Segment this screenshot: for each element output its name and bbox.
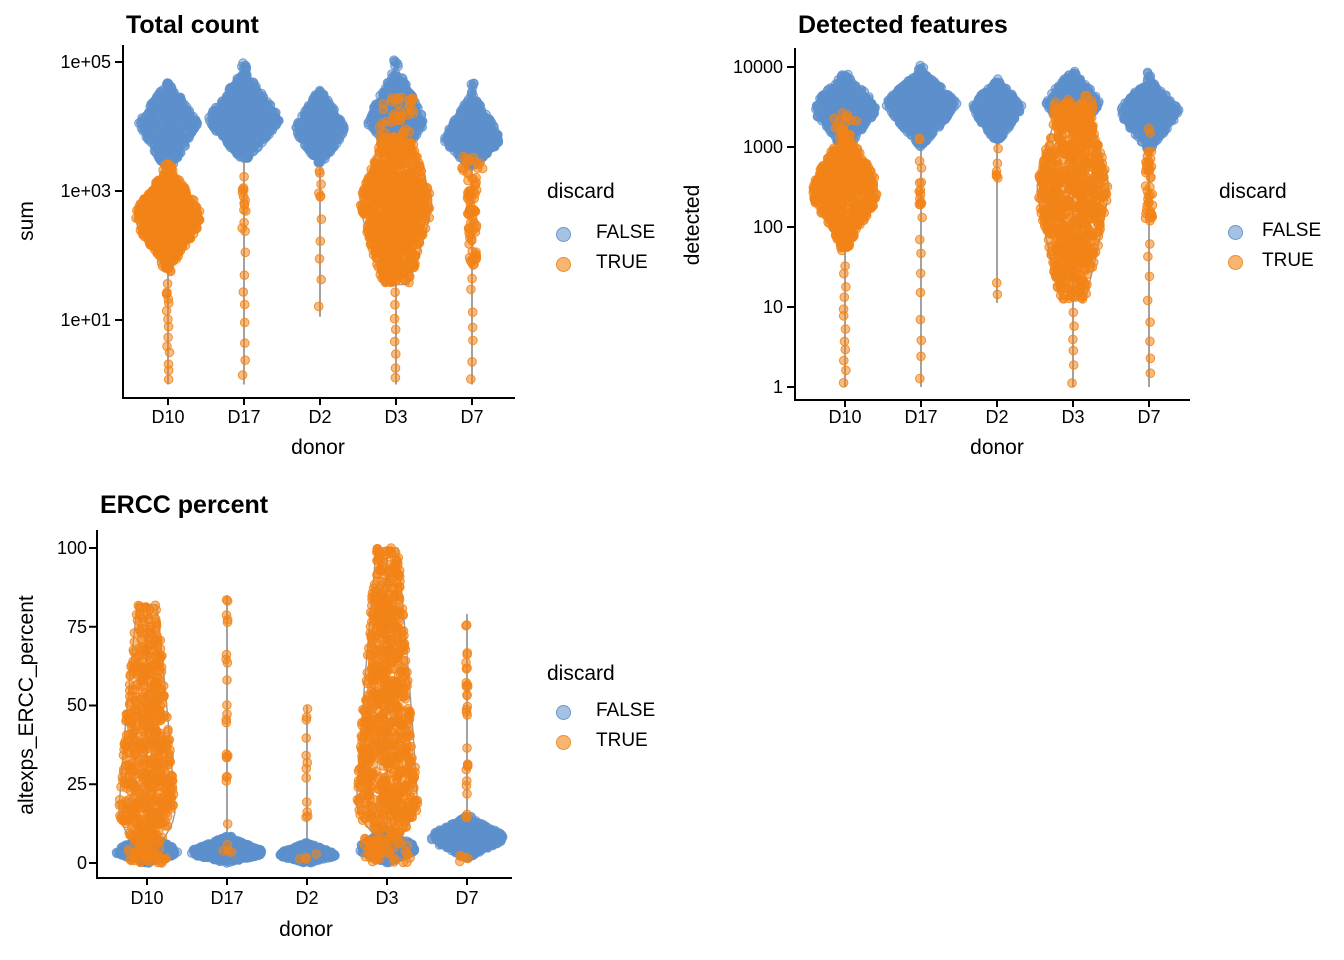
x-tick-label: D2 (985, 407, 1009, 427)
legend-label-false: FALSE (596, 700, 656, 721)
x-tick-label: D10 (151, 407, 185, 427)
x-tick-label: D7 (455, 888, 479, 908)
y-axis-title-detected: detected (681, 184, 704, 266)
y-tick-label: 10 (762, 297, 783, 317)
y-tick-label: 1e+01 (60, 310, 111, 330)
legend-key-true-icon (556, 257, 571, 272)
legend-key-true-icon (556, 735, 571, 750)
legend-key-false-icon (556, 227, 571, 242)
legend-label-false: FALSE (1262, 220, 1322, 241)
x-tick-label: D17 (210, 888, 244, 908)
y-tick-label: 100 (752, 217, 783, 237)
legend-key-false-icon (556, 705, 571, 720)
x-tick-label: D3 (375, 888, 399, 908)
x-tick-label: D3 (1061, 407, 1085, 427)
axes (787, 48, 1190, 407)
x-tick-label: D7 (1137, 407, 1161, 427)
y-tick-label: 1e+05 (60, 52, 111, 72)
legend-label-true: TRUE (596, 252, 648, 273)
legend-title: discard (547, 662, 615, 685)
y-tick-label: 1000 (742, 137, 783, 157)
x-tick-label: D2 (308, 407, 332, 427)
legend-key-false-icon (1228, 225, 1243, 240)
data-points-false (811, 60, 1184, 156)
data-points-true (114, 543, 473, 868)
panel-ercc-percent (89, 530, 512, 885)
y-tick-label: 50 (66, 695, 87, 715)
y-tick-label: 100 (56, 538, 87, 558)
axes (115, 45, 515, 405)
x-tick-label: D2 (295, 888, 319, 908)
y-axis-title-ercc: altexps_ERCC_percent (15, 595, 38, 815)
x-tick-label: D3 (384, 407, 408, 427)
x-axis-title-donor: donor (291, 436, 345, 459)
panel-total-count (115, 45, 515, 405)
legend-label-false: FALSE (596, 222, 656, 243)
y-tick-label: 1 (772, 377, 783, 397)
y-tick-label: 10000 (732, 57, 783, 77)
legend-label-true: TRUE (1262, 250, 1314, 271)
x-axis-title-donor: donor (279, 918, 333, 941)
panel-title-ercc-percent: ERCC percent (100, 491, 269, 519)
data-points-true (131, 92, 488, 385)
axes (89, 530, 512, 885)
y-tick-label: 25 (66, 774, 87, 794)
legend-label-true: TRUE (596, 730, 648, 751)
y-axis-title-sum: sum (15, 201, 38, 241)
x-tick-label: D7 (460, 407, 484, 427)
x-tick-label: D10 (130, 888, 164, 908)
x-tick-label: D17 (904, 407, 938, 427)
data-points-false (134, 55, 504, 177)
x-tick-label: D17 (227, 407, 261, 427)
panel-title-total-count: Total count (126, 11, 259, 39)
legend-key-true-icon (1228, 255, 1243, 270)
panel-detected-features (787, 48, 1190, 407)
legend-title: discard (547, 180, 615, 203)
panel-title-detected-features: Detected features (798, 11, 1008, 39)
x-tick-label: D10 (828, 407, 862, 427)
y-tick-label: 1e+03 (60, 181, 111, 201)
y-tick-label: 0 (76, 853, 87, 873)
y-tick-label: 75 (66, 617, 87, 637)
x-axis-title-donor: donor (970, 436, 1024, 459)
data-points-true (808, 90, 1158, 388)
legend-title: discard (1219, 180, 1287, 203)
